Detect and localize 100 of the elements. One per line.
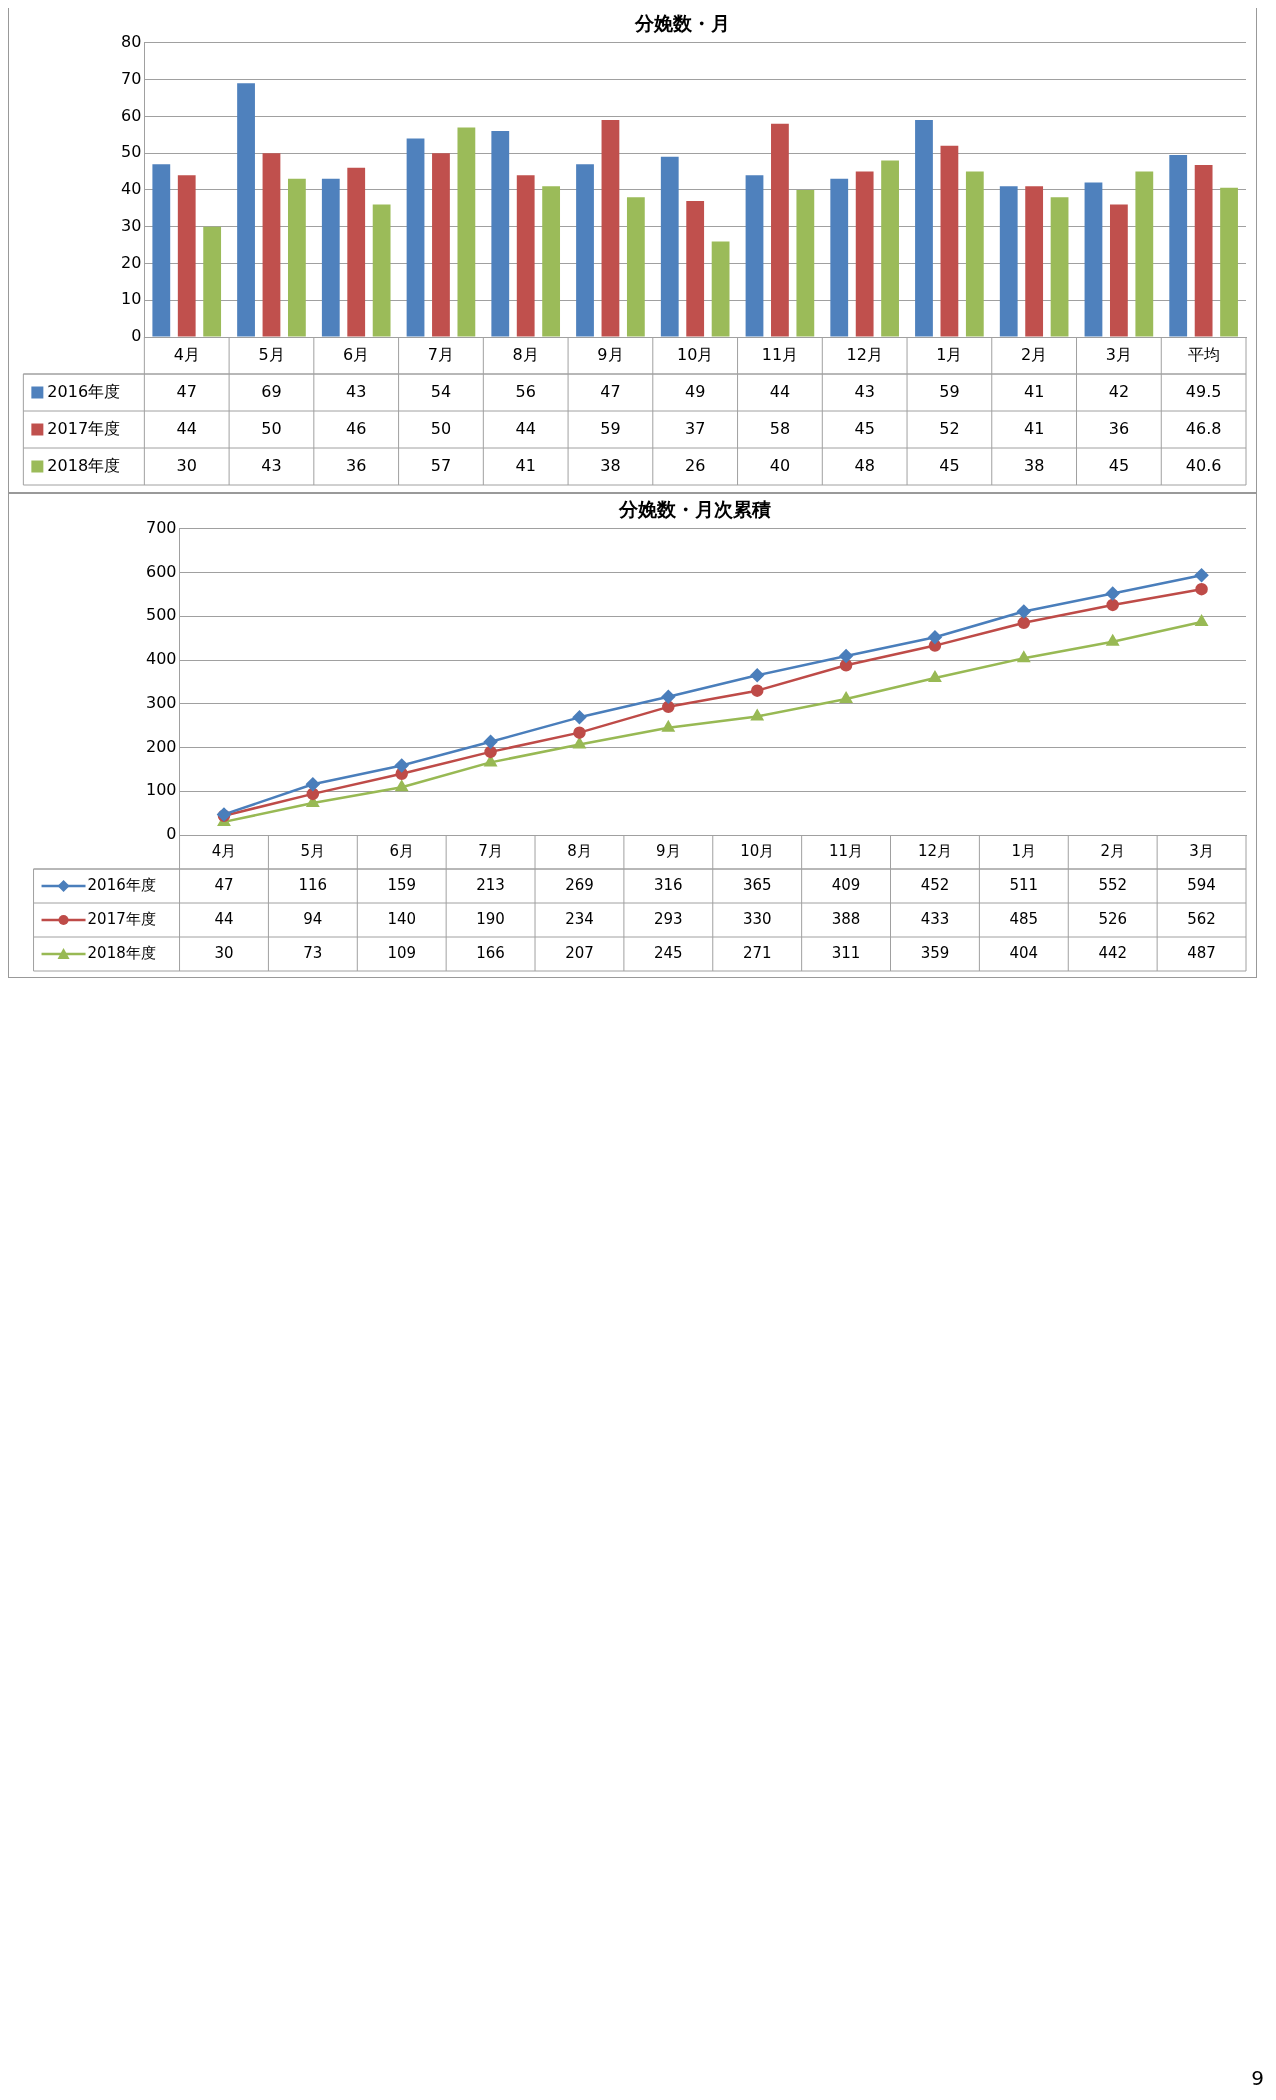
data-label: 190 [476, 909, 505, 928]
data-label: 69 [261, 381, 282, 401]
data-label: 50 [430, 418, 452, 438]
data-label: 526 [1098, 909, 1128, 928]
legend-label: 2018年度 [87, 943, 156, 962]
data-label: 311 [831, 943, 861, 962]
x-tick-label: 6月 [389, 841, 414, 860]
data-label: 47 [600, 381, 621, 401]
x-tick-label: 9月 [597, 344, 624, 364]
data-label: 41 [515, 455, 536, 475]
x-tick-label: 1月 [936, 344, 963, 364]
data-label: 44 [214, 909, 234, 928]
data-label: 43 [346, 381, 367, 401]
y-tick-label: 0 [131, 326, 142, 346]
data-label: 207 [565, 943, 594, 962]
x-tick-label: 平均 [1187, 344, 1220, 364]
data-label: 116 [298, 875, 328, 894]
data-label: 50 [261, 418, 282, 438]
data-label: 47 [214, 875, 234, 894]
data-label: 44 [176, 418, 197, 438]
x-tick-label: 1月 [1011, 841, 1037, 860]
data-label: 552 [1098, 875, 1128, 894]
x-tick-label: 7月 [427, 344, 455, 364]
x-tick-label: 3月 [1105, 344, 1132, 364]
x-tick-label: 2月 [1021, 344, 1048, 364]
x-tick-label: 8月 [567, 841, 592, 860]
data-label: 49.5 [1185, 381, 1222, 401]
data-label: 365 [742, 875, 772, 894]
data-label: 38 [1023, 455, 1045, 475]
data-label: 36 [346, 455, 367, 475]
data-label: 213 [476, 875, 505, 894]
y-tick-label: 20 [121, 252, 142, 272]
data-label: 47 [176, 381, 197, 401]
data-label: 293 [654, 909, 683, 928]
y-tick-label: 200 [145, 736, 177, 756]
x-tick-label: 10月 [677, 344, 714, 364]
x-tick-label: 12月 [917, 841, 952, 860]
data-label: 54 [430, 381, 452, 401]
data-label: 73 [303, 943, 323, 962]
data-label: 562 [1187, 909, 1216, 928]
y-tick-label: 30 [121, 215, 142, 235]
data-label: 485 [1009, 909, 1039, 928]
data-label: 41 [1023, 381, 1045, 401]
data-label: 30 [214, 943, 234, 962]
y-tick-label: 500 [145, 605, 177, 625]
data-label: 36 [1108, 418, 1130, 438]
data-label: 234 [565, 909, 594, 928]
y-tick-label: 50 [121, 142, 142, 162]
x-tick-label: 4月 [173, 344, 200, 364]
y-tick-label: 40 [121, 179, 142, 199]
legend-label: 2016年度 [87, 875, 156, 894]
data-label: 49 [685, 381, 706, 401]
legend-label: 2017年度 [47, 418, 121, 438]
legend-label: 2016年度 [47, 381, 121, 401]
y-tick-label: 0 [166, 824, 177, 844]
x-tick-label: 4月 [211, 841, 237, 860]
data-label: 45 [939, 455, 960, 475]
x-tick-label: 5月 [300, 841, 326, 860]
x-tick-label: 8月 [512, 344, 539, 364]
data-label: 59 [600, 418, 621, 438]
data-label: 45 [854, 418, 875, 438]
data-label: 330 [742, 909, 772, 928]
text: 9 [1251, 2066, 1264, 2090]
data-label: 40 [769, 455, 791, 475]
x-tick-label: 11月 [829, 841, 864, 860]
data-label: 245 [654, 943, 683, 962]
data-label: 452 [920, 875, 950, 894]
data-label: 511 [1009, 875, 1039, 894]
data-label: 57 [430, 455, 452, 475]
data-label: 44 [769, 381, 791, 401]
data-label: 271 [742, 943, 772, 962]
data-label: 433 [920, 909, 950, 928]
data-label: 52 [939, 418, 960, 438]
data-label: 40.6 [1185, 455, 1222, 475]
data-label: 166 [476, 943, 505, 962]
data-label: 94 [303, 909, 323, 928]
x-tick-label: 9月 [656, 841, 681, 860]
data-label: 42 [1108, 381, 1130, 401]
data-label: 359 [920, 943, 950, 962]
chart-title: 分娩数・月次累積 [617, 498, 771, 521]
y-tick-label: 70 [121, 68, 142, 88]
y-tick-label: 600 [145, 561, 177, 581]
y-tick-label: 80 [121, 31, 142, 51]
x-tick-label: 10月 [740, 841, 775, 860]
data-label: 45 [1108, 455, 1130, 475]
data-label: 26 [685, 455, 706, 475]
y-tick-label: 400 [145, 649, 177, 669]
x-tick-label: 6月 [343, 344, 370, 364]
data-label: 48 [854, 455, 875, 475]
data-label: 140 [387, 909, 417, 928]
x-tick-label: 12月 [846, 344, 883, 364]
y-tick-label: 60 [121, 105, 142, 125]
data-label: 404 [1009, 943, 1039, 962]
data-label: 159 [387, 875, 417, 894]
data-label: 43 [261, 455, 282, 475]
data-label: 46.8 [1185, 418, 1222, 438]
data-label: 59 [939, 381, 960, 401]
y-tick-label: 10 [121, 289, 142, 309]
x-tick-label: 5月 [258, 344, 285, 364]
data-label: 43 [854, 381, 875, 401]
